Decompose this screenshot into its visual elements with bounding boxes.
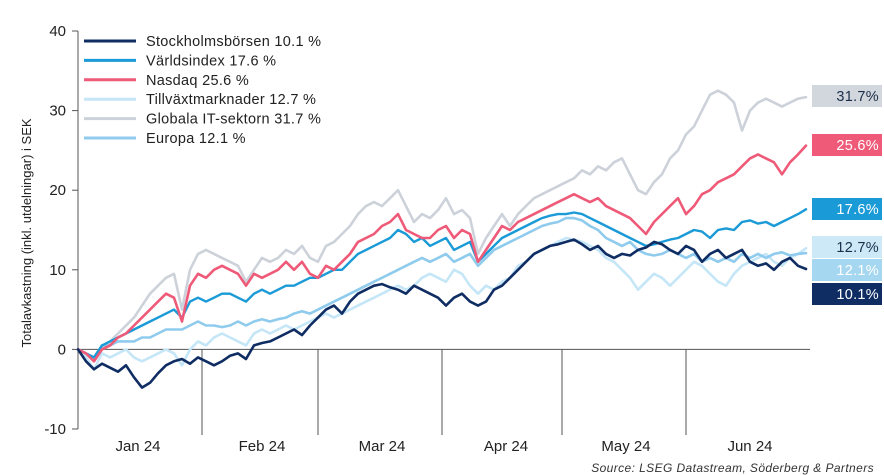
y-tick-label: 0 xyxy=(58,341,66,358)
end-label-text: 17.6% xyxy=(836,202,879,218)
y-axis-label: Totalavkastning (inkl. utdelningar) i SE… xyxy=(19,118,34,347)
end-label-box xyxy=(812,259,882,281)
y-tick-label: 30 xyxy=(49,103,66,120)
x-tick-label: Mar 24 xyxy=(359,438,406,455)
end-label-text: 31.7% xyxy=(836,89,879,105)
x-tick-label: Apr 24 xyxy=(484,438,528,455)
legend-label: Världsindex 17.6 % xyxy=(146,53,276,69)
legend-label: Tillväxtmarknader 12.7 % xyxy=(146,92,316,108)
series-lines xyxy=(76,89,808,389)
end-label-text: 12.1% xyxy=(836,263,879,279)
y-tick-label: 20 xyxy=(49,182,66,199)
series-line xyxy=(76,216,808,359)
series-line xyxy=(76,238,808,389)
axes: -10 0 10 20 30 40 Jan 24 Feb 24 Mar 24 Apr 24 May … xyxy=(19,23,810,455)
end-label-box xyxy=(812,134,882,156)
legend-label: Stockholmsbörsen 10.1 % xyxy=(146,34,321,50)
x-tick-label: Feb 24 xyxy=(239,438,286,455)
legend-label: Europa 12.1 % xyxy=(146,131,246,147)
x-tick-label: May 24 xyxy=(601,438,650,455)
legend: Stockholmsbörsen 10.1 % Världsindex 17.6 … xyxy=(84,34,321,147)
series-line xyxy=(76,144,808,363)
legend-label: Nasdaq 25.6 % xyxy=(146,73,249,89)
y-tick-label: -10 xyxy=(44,421,66,438)
end-value-labels: 10.1% 17.6% 25.6% 12.7% 31.7% 12.1% xyxy=(812,85,882,305)
y-tick-label: 40 xyxy=(49,23,66,40)
y-tick-label: 10 xyxy=(49,262,66,279)
end-label-box xyxy=(812,236,882,258)
legend-label: Globala IT-sektorn 31.7 % xyxy=(146,112,321,128)
end-label-box xyxy=(812,198,882,220)
end-label-text: 25.6% xyxy=(836,138,879,154)
source-note: Source: LSEG Datastream, Söderberg & Par… xyxy=(591,461,874,475)
series-line xyxy=(76,208,808,359)
end-label-box xyxy=(812,283,882,305)
series-line xyxy=(76,89,808,363)
end-label-box xyxy=(812,85,882,107)
x-tick-label: Jan 24 xyxy=(115,438,160,455)
series-line xyxy=(76,236,808,371)
x-tick-label: Jun 24 xyxy=(727,438,772,455)
end-label-text: 12.7% xyxy=(836,240,879,256)
end-label-text: 10.1% xyxy=(836,287,879,303)
